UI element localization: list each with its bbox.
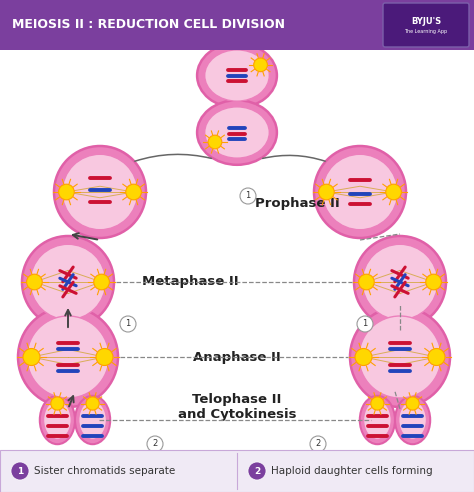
Circle shape xyxy=(310,436,326,452)
Circle shape xyxy=(359,316,441,398)
Circle shape xyxy=(22,236,114,328)
Text: Haploid daughter cells forming: Haploid daughter cells forming xyxy=(271,466,433,476)
Ellipse shape xyxy=(205,107,269,158)
Circle shape xyxy=(354,236,446,328)
Circle shape xyxy=(248,462,266,480)
Circle shape xyxy=(62,154,138,230)
Circle shape xyxy=(359,274,374,290)
Circle shape xyxy=(426,274,441,290)
Ellipse shape xyxy=(40,396,75,444)
Circle shape xyxy=(96,348,113,366)
Circle shape xyxy=(314,146,406,238)
Circle shape xyxy=(30,245,106,320)
Text: 1: 1 xyxy=(246,191,251,201)
Ellipse shape xyxy=(205,50,269,101)
Circle shape xyxy=(254,58,267,72)
Circle shape xyxy=(11,462,29,480)
Ellipse shape xyxy=(197,100,277,165)
Circle shape xyxy=(54,146,146,238)
Bar xyxy=(0,0,474,50)
Text: 2: 2 xyxy=(152,439,158,449)
Circle shape xyxy=(23,348,40,366)
Ellipse shape xyxy=(360,396,395,444)
Text: Metaphase II: Metaphase II xyxy=(142,276,238,288)
Text: 2: 2 xyxy=(254,466,260,475)
Ellipse shape xyxy=(364,401,391,439)
Circle shape xyxy=(59,184,74,200)
Circle shape xyxy=(86,397,99,410)
Circle shape xyxy=(51,397,64,410)
Circle shape xyxy=(120,316,136,332)
Text: Anaphase II: Anaphase II xyxy=(193,350,281,364)
Text: 2: 2 xyxy=(315,439,320,449)
Circle shape xyxy=(428,348,445,366)
Ellipse shape xyxy=(399,401,426,439)
Text: MEIOSIS II : REDUCTION CELL DIVISION: MEIOSIS II : REDUCTION CELL DIVISION xyxy=(12,19,285,31)
Text: Telophase II
and Cytokinesis: Telophase II and Cytokinesis xyxy=(178,393,296,421)
Text: 1: 1 xyxy=(126,319,131,329)
Ellipse shape xyxy=(79,401,106,439)
Text: Prophase II: Prophase II xyxy=(255,197,340,211)
Circle shape xyxy=(208,135,222,149)
Circle shape xyxy=(27,316,109,398)
Circle shape xyxy=(362,245,438,320)
Circle shape xyxy=(94,274,109,290)
Circle shape xyxy=(240,188,256,204)
Ellipse shape xyxy=(395,396,430,444)
Circle shape xyxy=(355,348,372,366)
Circle shape xyxy=(319,184,334,200)
Text: The Learning App: The Learning App xyxy=(404,29,447,33)
Circle shape xyxy=(371,397,384,410)
Ellipse shape xyxy=(75,396,110,444)
Ellipse shape xyxy=(44,401,71,439)
Circle shape xyxy=(357,316,373,332)
Circle shape xyxy=(126,184,141,200)
Circle shape xyxy=(147,436,163,452)
Text: BYJU'S: BYJU'S xyxy=(411,17,441,26)
Text: 1: 1 xyxy=(363,319,368,329)
Bar xyxy=(0,450,474,492)
Circle shape xyxy=(27,274,42,290)
Text: 1: 1 xyxy=(17,466,23,475)
FancyBboxPatch shape xyxy=(383,3,469,47)
Text: Sister chromatids separate: Sister chromatids separate xyxy=(34,466,175,476)
Circle shape xyxy=(322,154,398,230)
Circle shape xyxy=(386,184,401,200)
Ellipse shape xyxy=(197,43,277,108)
Circle shape xyxy=(18,307,118,407)
Circle shape xyxy=(350,307,450,407)
Circle shape xyxy=(406,397,419,410)
